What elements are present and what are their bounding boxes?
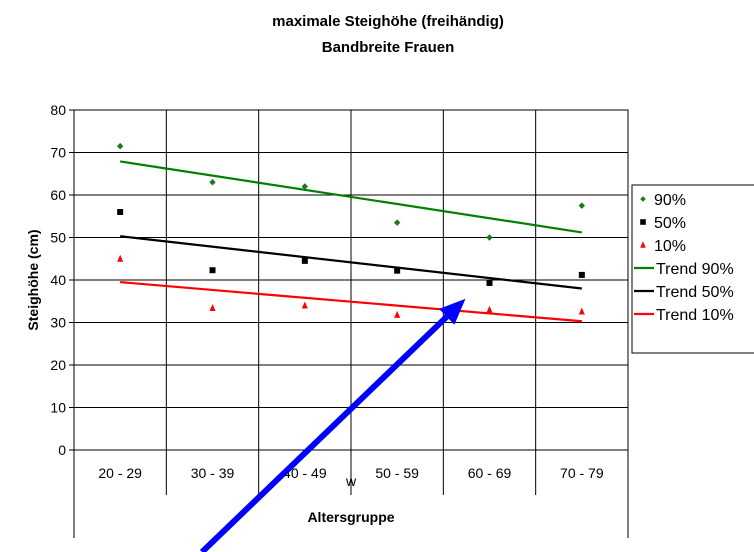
annotation-arrow (199, 298, 466, 552)
data-point-triangle (578, 307, 585, 315)
y-tick-label: 70 (50, 145, 66, 161)
data-point-square (117, 209, 124, 215)
legend: 90% 50% 10% Trend 90% Trend 50% Trend 10% (631, 184, 754, 354)
data-point-diamond (209, 179, 216, 186)
trend-lines (119, 160, 583, 323)
x-tick-label: 50 - 59 (375, 465, 419, 481)
data-point-diamond (116, 142, 124, 150)
x-group-label: w (345, 473, 357, 489)
gridlines (74, 110, 628, 450)
data-point-triangle (486, 305, 493, 313)
y-tick-label: 80 (50, 102, 66, 118)
y-tick-label: 40 (50, 272, 66, 288)
x-tick-label: 30 - 39 (191, 465, 235, 481)
y-axis-title: Steighöhe (cm) (25, 229, 41, 330)
legend-label: 50% (654, 215, 686, 232)
data-point-square (640, 219, 646, 225)
chart-subtitle: Bandbreite Frauen (322, 39, 455, 56)
data-point-triangle (209, 304, 216, 312)
data-point-diamond (301, 183, 309, 190)
data-point-diamond (578, 202, 586, 209)
data-point-square (301, 257, 308, 264)
legend-label: Trend 90% (656, 261, 734, 278)
y-tick-label: 30 (50, 315, 66, 331)
legend-label: Trend 10% (656, 307, 734, 324)
data-point-triangle (301, 301, 308, 309)
chart-title: maximale Steighöhe (freihändig) (272, 13, 504, 30)
data-point-triangle (394, 310, 401, 318)
y-tick-label: 10 (50, 400, 66, 416)
data-point-diamond (486, 234, 493, 241)
legend-label: 10% (654, 238, 686, 255)
x-tick-label: 70 - 79 (560, 465, 604, 481)
y-tick-label: 50 (50, 230, 66, 246)
data-point-diamond (393, 219, 401, 226)
trend-line (120, 235, 582, 290)
x-tick-label: 60 - 69 (468, 465, 512, 481)
y-tick-label: 60 (50, 187, 66, 203)
x-axis-ticks: 20 - 29 30 - 39 40 - 49 50 - 59 60 - 69 70 - … (73, 450, 629, 538)
x-tick-label: 20 - 29 (98, 465, 142, 481)
legend-label: Trend 50% (656, 284, 734, 301)
y-axis-ticks: 0 10 20 30 40 50 60 70 80 (50, 102, 74, 458)
x-axis-title: Altersgruppe (307, 509, 394, 525)
data-point-square (394, 267, 401, 274)
x-tick-label: 40 - 49 (283, 465, 327, 481)
data-point-square (578, 271, 585, 278)
data-point-triangle (117, 254, 124, 262)
y-tick-label: 20 (50, 357, 66, 373)
arrow-head (439, 298, 466, 325)
data-point-square (486, 279, 493, 286)
data-point-square (209, 267, 216, 274)
y-tick-label: 0 (58, 442, 66, 458)
data-point-triangle (640, 241, 646, 248)
trend-line (120, 281, 582, 323)
arrow-shaft (199, 314, 449, 552)
legend-label: 90% (654, 192, 686, 209)
trend-line (119, 160, 583, 234)
data-points (116, 142, 586, 318)
data-point-diamond (640, 196, 646, 202)
